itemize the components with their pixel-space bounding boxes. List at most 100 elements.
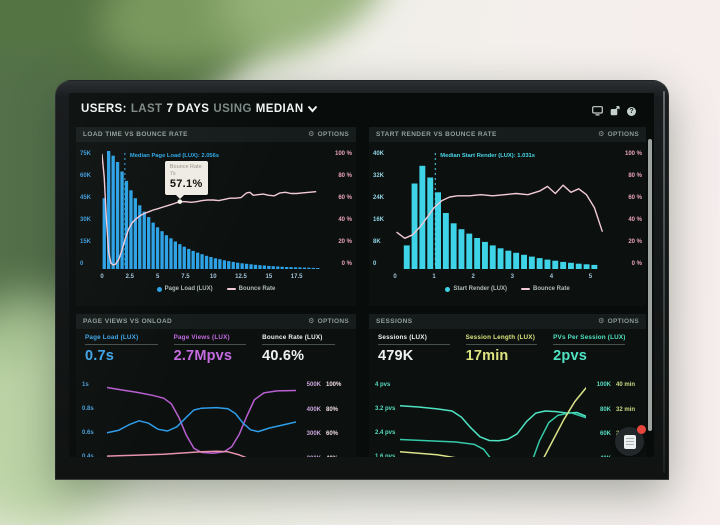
panel-header: START RENDER VS BOUNCE RATE ⚙ OPTIONS [369, 127, 646, 142]
header-icon-group: ? [592, 106, 636, 116]
panel-sessions: SESSIONS ⚙ OPTIONS Sessions (LUX) 479K S… [369, 314, 646, 457]
load-time-histogram[interactable]: Bounce Rate 7s 57.1% Median Page Load (L… [102, 151, 320, 269]
legend-line-icon [520, 288, 530, 290]
options-label: OPTIONS [607, 318, 639, 325]
metric-dropdown[interactable]: MEDIAN [256, 103, 318, 115]
gear-icon: ⚙ [308, 131, 315, 138]
stat-sessions: Sessions (LUX) 479K [378, 334, 466, 364]
stat-label: Session Length (LUX) [465, 334, 535, 341]
stats-row: Page Load (LUX) 0.7s Page Views (LUX) 2.… [85, 334, 351, 364]
legend-dot-icon [156, 286, 162, 292]
y-axis-left: 75K 60K 45K 30K 15K 0 [80, 151, 92, 267]
notification-badge [637, 425, 646, 434]
legend-line-icon [226, 288, 236, 290]
page-views-line-chart[interactable] [107, 380, 296, 457]
stat-value: 0.7s [85, 347, 115, 364]
start-render-histogram[interactable]: Median Start Render (LUX): 1.031s [395, 151, 610, 269]
header-last-label: LAST [130, 103, 163, 115]
panel-page-views: PAGE VIEWS VS ONLOAD ⚙ OPTIONS Page Load… [76, 314, 356, 457]
tooltip-value: 57.1% [169, 177, 203, 190]
options-label: OPTIONS [317, 318, 349, 325]
panel-start-render: START RENDER VS BOUNCE RATE ⚙ OPTIONS 40… [369, 127, 646, 306]
chart-legend: Start Render (LUX) Bounce Rate [369, 286, 646, 292]
stat-value: 479K [378, 347, 414, 364]
stat-divider [378, 343, 450, 345]
legend-dot-icon [445, 286, 451, 292]
options-label: OPTIONS [317, 131, 349, 138]
stat-label: Page Views (LUX) [173, 334, 230, 341]
stat-value: 17min [465, 347, 509, 364]
legend-label: Bounce Rate [532, 286, 570, 292]
gear-icon: ⚙ [598, 131, 605, 138]
panel-title: PAGE VIEWS VS ONLOAD [83, 318, 173, 325]
median-annotation: Median Page Load (LUX): 2.056s [129, 153, 220, 159]
stat-page-load: Page Load (LUX) 0.7s [85, 334, 174, 364]
stat-divider [85, 343, 158, 345]
stat-label: Bounce Rate (LUX) [262, 334, 323, 341]
panel-title: START RENDER VS BOUNCE RATE [376, 131, 497, 138]
panel-load-time: LOAD TIME VS BOUNCE RATE ⚙ OPTIONS 75K 60… [76, 127, 356, 306]
stat-divider [262, 343, 335, 345]
chart-legend: Page Load (LUX) Bounce Rate [76, 286, 356, 292]
header-range-value: 7 DAYS [166, 103, 210, 115]
legend-bounce-rate[interactable]: Bounce Rate [520, 286, 570, 292]
stat-session-length: Session Length (LUX) 17min [465, 334, 554, 364]
help-icon[interactable]: ? [627, 106, 636, 116]
chat-button[interactable] [615, 425, 646, 456]
y-axis-left: 40K 32K 24K 16K 8K 0 [373, 151, 385, 267]
panel-header: LOAD TIME VS BOUNCE RATE ⚙ OPTIONS [76, 127, 356, 142]
dashboard-header: USERS: LAST 7 DAYS USING MEDIAN [81, 103, 318, 115]
stat-divider [465, 343, 538, 345]
chevron-down-icon [307, 105, 317, 113]
stat-value: 2.7Mpvs [173, 347, 233, 364]
gear-icon: ⚙ [308, 318, 315, 325]
y-axis-left: 1s 0.8s 0.6s 0.4s [82, 382, 94, 457]
chart-tooltip: Bounce Rate 7s 57.1% [164, 161, 208, 200]
legend-bounce-rate[interactable]: Bounce Rate [226, 286, 276, 292]
panel-header: SESSIONS ⚙ OPTIONS [369, 314, 646, 329]
legend-label: Bounce Rate [238, 286, 276, 292]
stat-label: Sessions (LUX) [378, 334, 427, 341]
header-users-label: USERS: [81, 103, 127, 115]
sessions-line-chart[interactable] [400, 380, 586, 457]
legend-start-render[interactable]: Start Render (LUX) [445, 286, 507, 292]
y-axis-right: 100 % 80 % 60 % 40 % 20 % 0 % [334, 151, 352, 267]
median-annotation: Median Start Render (LUX): 1.031s [440, 153, 536, 159]
x-axis: 0 2.5 5 7.5 10 12.5 15 17.5 [100, 274, 303, 280]
options-button[interactable]: ⚙ OPTIONS [598, 318, 639, 325]
laptop-bezel: USERS: LAST 7 DAYS USING MEDIAN ? [55, 80, 669, 480]
stat-value: 40.6% [262, 347, 305, 364]
scrollbar[interactable] [648, 139, 652, 431]
options-label: OPTIONS [607, 131, 639, 138]
y-axis-right: 100 % 80 % 60 % 40 % 20 % 0 % [624, 151, 642, 267]
tooltip-x-value: 7s [169, 171, 176, 178]
legend-label: Start Render (LUX) [453, 286, 507, 292]
stat-value: 2pvs [553, 347, 588, 364]
export-icon[interactable] [610, 106, 620, 116]
options-button[interactable]: ⚙ OPTIONS [308, 131, 349, 138]
chat-note-icon [623, 434, 636, 449]
panel-title: LOAD TIME VS BOUNCE RATE [83, 131, 188, 138]
stats-row: Sessions (LUX) 479K Session Length (LUX)… [378, 334, 641, 364]
dashboard-screen: USERS: LAST 7 DAYS USING MEDIAN ? [69, 93, 654, 457]
stat-divider [173, 343, 247, 345]
display-icon[interactable] [592, 106, 603, 116]
stat-label: Page Load (LUX) [85, 334, 139, 341]
options-button[interactable]: ⚙ OPTIONS [598, 131, 639, 138]
stat-page-views: Page Views (LUX) 2.7Mpvs [173, 334, 263, 364]
y-axis-left: 4 pvs 3.2 pvs 2.4 pvs 1.6 pvs [375, 382, 396, 457]
stat-bounce-rate: Bounce Rate (LUX) 40.6% [262, 334, 351, 364]
chart-area: 4 pvs 3.2 pvs 2.4 pvs 1.6 pvs 100K 40 min 80K… [375, 380, 642, 457]
stat-label: PVs Per Session (LUX) [553, 334, 626, 341]
legend-page-load[interactable]: Page Load (LUX) [156, 286, 213, 292]
metric-dropdown-value: MEDIAN [255, 103, 304, 115]
options-button[interactable]: ⚙ OPTIONS [308, 318, 349, 325]
header-using-label: USING [213, 103, 252, 115]
legend-label: Page Load (LUX) [164, 286, 213, 292]
stat-pvs-per-session: PVs Per Session (LUX) 2pvs [553, 334, 641, 364]
chart-area: 1s0.8s0.6s0.4s 500K100%400K80%300K60%200… [82, 380, 352, 457]
panel-header: PAGE VIEWS VS ONLOAD ⚙ OPTIONS [76, 314, 356, 329]
stat-divider [553, 343, 625, 345]
